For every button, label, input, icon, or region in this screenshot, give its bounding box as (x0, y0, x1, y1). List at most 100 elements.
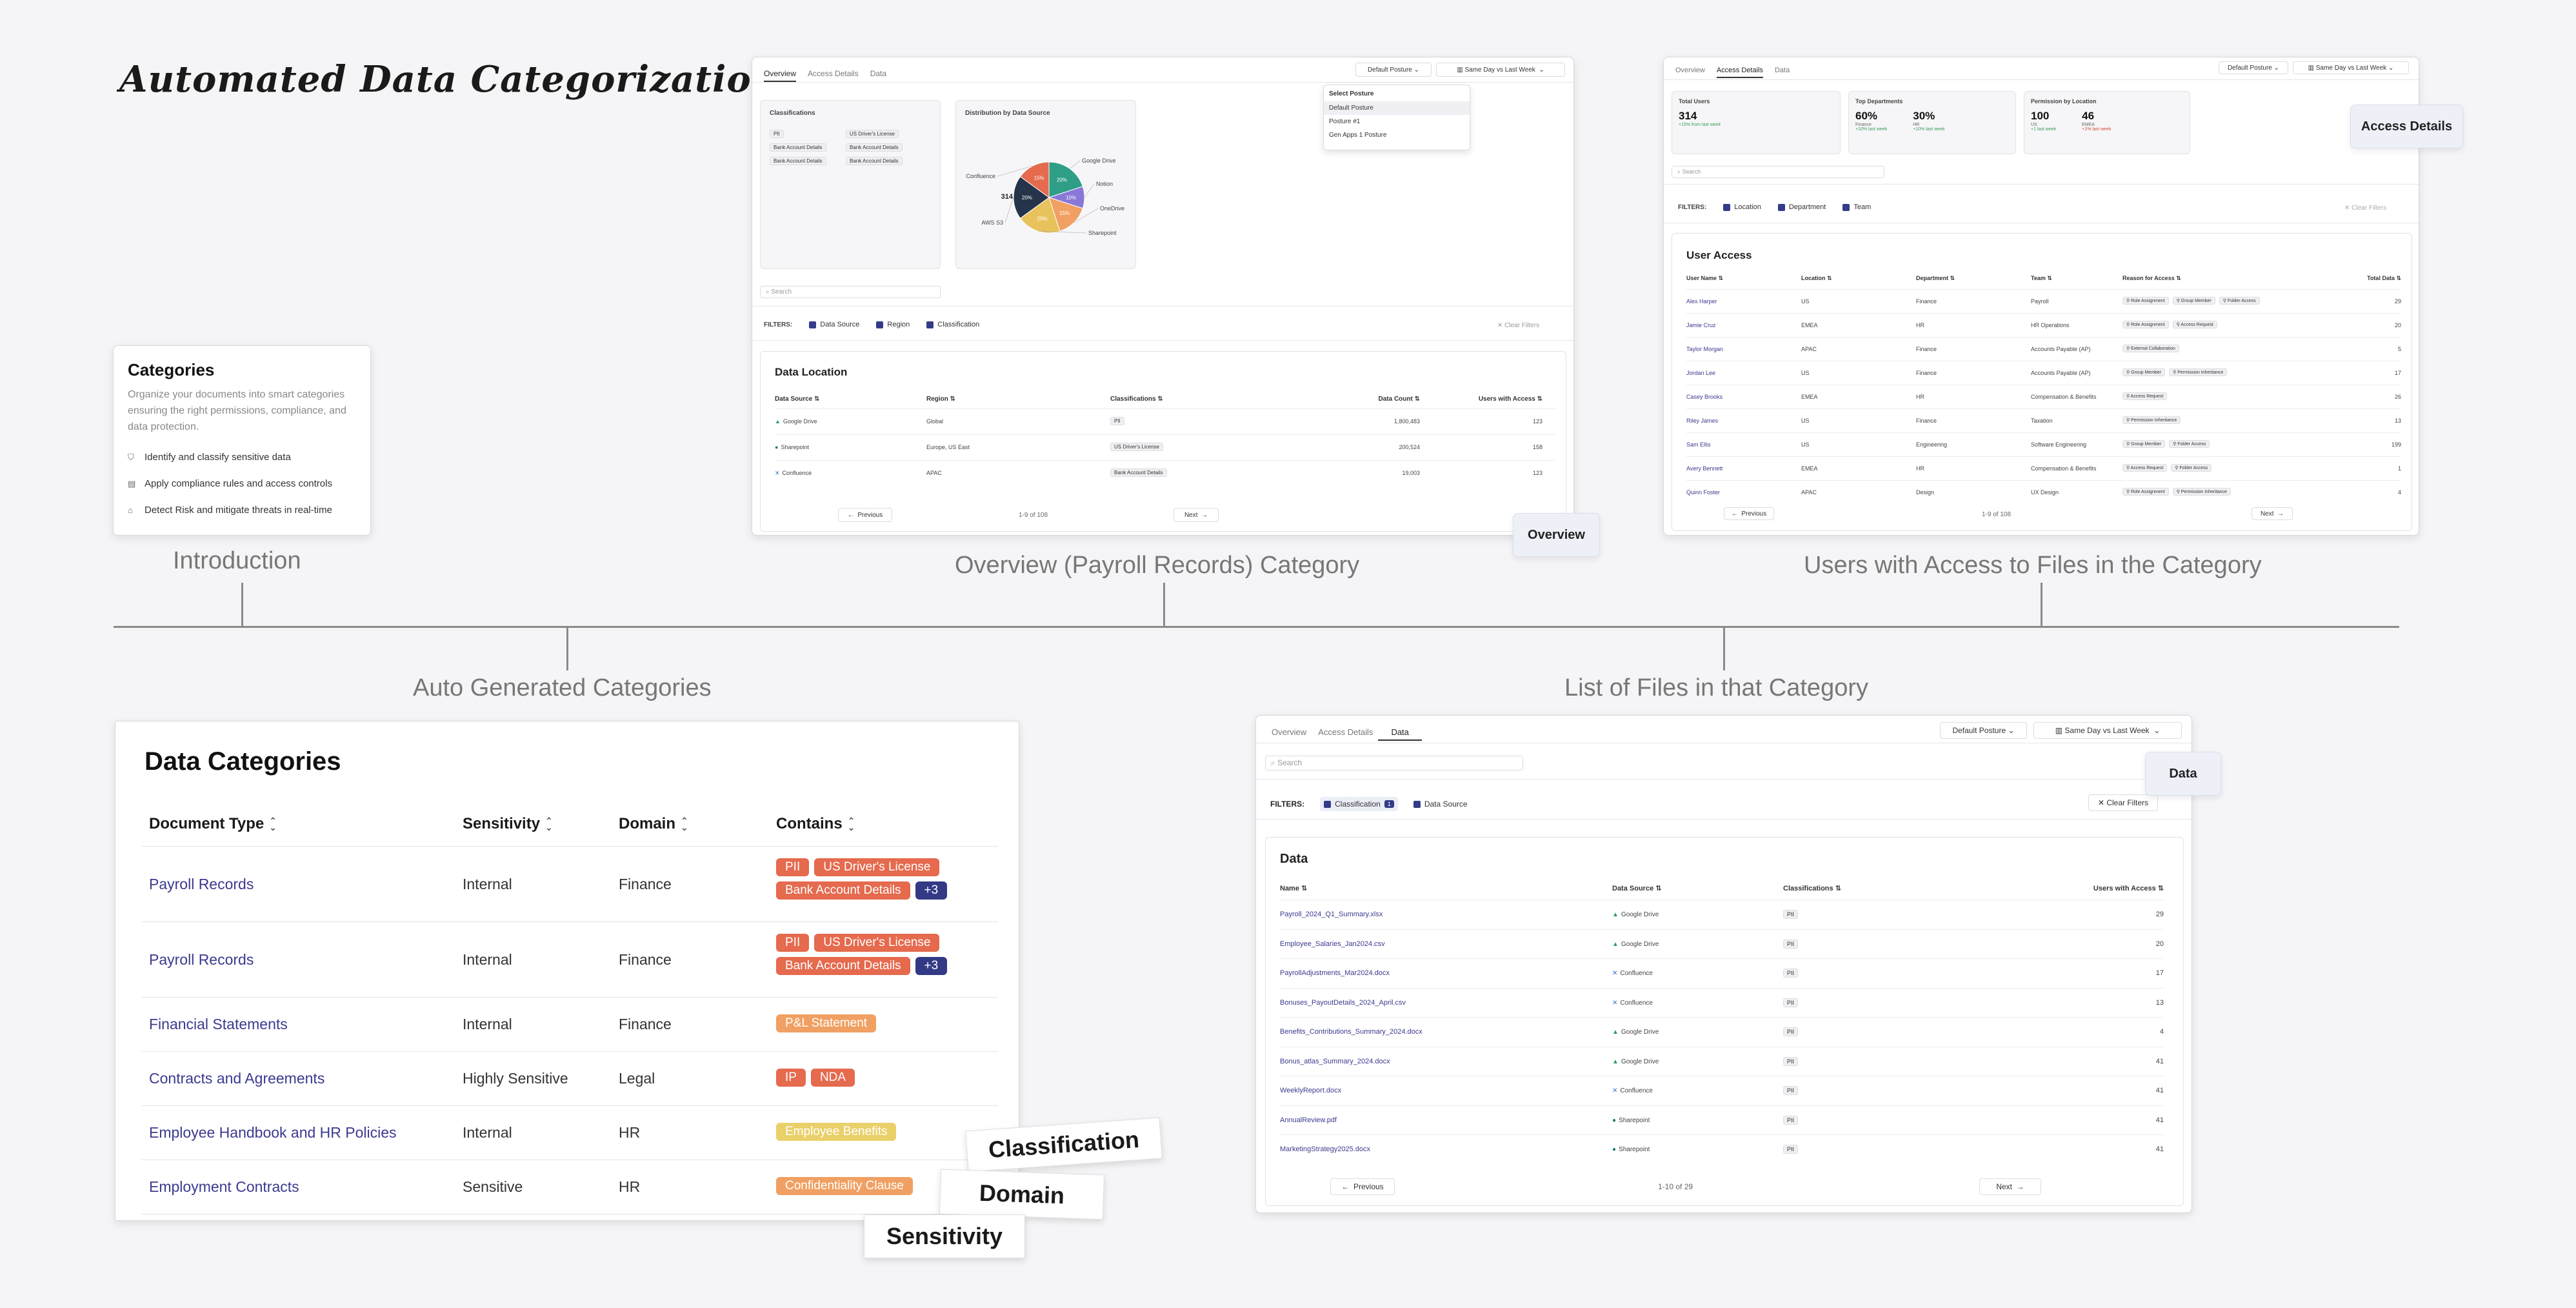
column-header[interactable]: Location ⇅ (1801, 275, 1832, 281)
filter-classification[interactable]: Classification 1 (1320, 797, 1398, 811)
location-cell: US (1801, 370, 1810, 376)
column-header[interactable]: Classifications ⇅ (1110, 396, 1163, 403)
user-name-link[interactable]: Quinn Foster (1686, 489, 1721, 496)
confluence-icon: ✕ (775, 470, 780, 476)
document-type-link[interactable]: Payroll Records (149, 875, 254, 892)
classification-chip: Bank Account Details (770, 157, 826, 165)
tab-access-details[interactable]: Access Details (808, 69, 859, 78)
column-header[interactable]: Users with Access ⇅ (1478, 396, 1543, 403)
next-button[interactable]: Next → (1979, 1178, 2041, 1195)
file-name-link[interactable]: Employee_Salaries_Jan2024.csv (1280, 940, 1385, 948)
filter-department[interactable]: Department (1777, 203, 1826, 211)
filter-region[interactable]: Region (876, 321, 910, 328)
posture-menu: Select Posture Default Posture Posture #… (1323, 85, 1470, 150)
posture-dropdown[interactable]: Default Posture ⌄ (2219, 61, 2288, 74)
classification-chip: PII (1783, 1027, 1799, 1036)
next-button[interactable]: Next → (2252, 507, 2293, 520)
column-header[interactable]: Team ⇅ (2031, 275, 2052, 281)
compare-dropdown[interactable]: ▥ Same Day vs Last Week ⌄ (1436, 63, 1565, 77)
filter-data-source[interactable]: Data Source (1413, 800, 1468, 809)
tab-overview[interactable]: Overview (1675, 66, 1705, 74)
compare-dropdown[interactable]: ▥ Same Day vs Last Week ⌄ (2293, 61, 2409, 74)
table-header: Name ⇅ Data Source ⇅ Classifications ⇅ User… (1280, 884, 2164, 900)
pie-slice[interactable] (1048, 161, 1083, 198)
document-type-link[interactable]: Employee Handbook and HR Policies (149, 1124, 397, 1141)
team-cell: Taxation (2031, 418, 2053, 424)
column-header[interactable]: Region ⇅ (926, 396, 956, 403)
filter-count-badge: 1 (1384, 800, 1394, 808)
header-contains[interactable]: Contains ⌃ ⌄ (776, 815, 855, 832)
pie-slice[interactable] (1013, 176, 1050, 219)
column-header[interactable]: User Name ⇅ (1686, 275, 1724, 281)
team-cell: UX Design (2031, 489, 2059, 496)
document-type-link[interactable]: Employment Contracts (149, 1178, 299, 1195)
document-type-link[interactable]: Contracts and Agreements (149, 1070, 325, 1087)
posture-option[interactable]: Posture #1 (1329, 118, 1361, 125)
user-name-link[interactable]: Taylor Morgan (1686, 346, 1724, 352)
posture-option[interactable]: Default Posture (1324, 101, 1470, 115)
user-name-link[interactable]: Jordan Lee (1686, 370, 1716, 376)
previous-button[interactable]: ← Previous (1330, 1178, 1395, 1195)
column-header[interactable]: Department ⇅ (1916, 275, 1955, 281)
search-input[interactable]: ⌕ Search (1265, 756, 1523, 770)
file-name-link[interactable]: MarketingStrategy2025.docx (1280, 1145, 1371, 1153)
posture-option[interactable]: Gen Apps 1 Posture (1329, 132, 1387, 139)
user-name-link[interactable]: Jamie Cruz (1686, 322, 1716, 328)
next-button[interactable]: Next → (1173, 508, 1219, 522)
tab-data[interactable]: Data (1378, 727, 1422, 741)
clear-filters-button[interactable]: ✕ Clear Filters (2088, 794, 2158, 811)
column-header[interactable]: Data Source ⇅ (775, 396, 820, 403)
file-name-link[interactable]: PayrollAdjustments_Mar2024.docx (1280, 969, 1390, 977)
file-name-link[interactable]: WeeklyReport.docx (1280, 1087, 1342, 1094)
user-name-link[interactable]: Avery Bennett (1686, 465, 1723, 472)
column-header[interactable]: Data Count ⇅ (1378, 396, 1421, 403)
header-domain[interactable]: Domain ⌃ ⌄ (619, 815, 688, 832)
tab-access-details[interactable]: Access Details (1716, 66, 1763, 78)
stat-value: 314 (1679, 110, 1697, 122)
clear-filters-button[interactable]: ✕ Clear Filters (2344, 205, 2387, 212)
google-drive-icon: ▲ (1612, 911, 1619, 918)
clear-filters-button[interactable]: ✕ Clear Filters (1497, 322, 1540, 329)
compare-dropdown[interactable]: ▥ Same Day vs Last Week ⌄ (2033, 722, 2182, 739)
header-document-type[interactable]: Document Type ⌃ ⌄ (149, 815, 277, 832)
document-type-link[interactable]: Payroll Records (149, 951, 254, 968)
pie-slice[interactable] (1019, 161, 1050, 198)
previous-button[interactable]: ← Previous (838, 508, 892, 522)
tab-data[interactable]: Data (870, 69, 887, 78)
user-name-link[interactable]: Riley James (1686, 418, 1719, 424)
classification-tag: US Driver's License (814, 858, 940, 876)
tab-overview[interactable]: Overview (764, 69, 797, 82)
filter-classification[interactable]: Classification (926, 321, 979, 328)
column-header[interactable]: Users with Access ⇅ (2093, 885, 2164, 892)
table-row: PayrollAdjustments_Mar2024.docx ✕ Confluen… (1280, 958, 2164, 988)
tab-overview[interactable]: Overview (1272, 727, 1307, 737)
filter-data-source[interactable]: Data Source (809, 321, 859, 328)
user-name-link[interactable]: Alex Harper (1686, 298, 1717, 305)
file-name-link[interactable]: Payroll_2024_Q1_Summary.xlsx (1280, 911, 1383, 918)
sort-icon: ⌃ ⌄ (269, 816, 277, 832)
file-name-link[interactable]: Bonus_atlas_Summary_2024.docx (1280, 1057, 1390, 1065)
table-row: Riley James US Finance Taxation ⚲ Permission… (1686, 408, 2401, 432)
search-input[interactable]: ⌕ Search (760, 286, 941, 298)
file-name-link[interactable]: AnnualReview.pdf (1280, 1116, 1337, 1124)
tab-access-details[interactable]: Access Details (1318, 727, 1373, 737)
column-header[interactable]: Classifications ⇅ (1783, 885, 1841, 892)
posture-dropdown[interactable]: Default Posture ⌄ (1355, 63, 1432, 77)
tab-data[interactable]: Data (1774, 66, 1790, 74)
column-header[interactable]: Total Data ⇅ (2367, 275, 2401, 281)
filter-team[interactable]: Team (1842, 203, 1871, 211)
search-input[interactable]: ⌕ Search (1672, 166, 1884, 178)
filter-location[interactable]: Location (1723, 203, 1761, 211)
data-source-cell: ● Sharepoint (775, 444, 809, 450)
column-header[interactable]: Name ⇅ (1280, 885, 1308, 892)
user-name-link[interactable]: Sam Ellis (1686, 441, 1711, 448)
column-header[interactable]: Reason for Access ⇅ (2122, 275, 2181, 281)
column-header[interactable]: Data Source ⇅ (1612, 885, 1662, 892)
posture-dropdown[interactable]: Default Posture ⌄ (1940, 722, 2027, 739)
previous-button[interactable]: ← Previous (1724, 507, 1774, 520)
file-name-link[interactable]: Benefits_Contributions_Summary_2024.docx (1280, 1028, 1423, 1036)
document-type-link[interactable]: Financial Statements (149, 1016, 288, 1032)
file-name-link[interactable]: Bonuses_PayoutDetails_2024_April.csv (1280, 998, 1406, 1007)
header-sensitivity[interactable]: Sensitivity ⌃ ⌄ (463, 815, 553, 832)
user-name-link[interactable]: Casey Brooks (1686, 394, 1723, 400)
